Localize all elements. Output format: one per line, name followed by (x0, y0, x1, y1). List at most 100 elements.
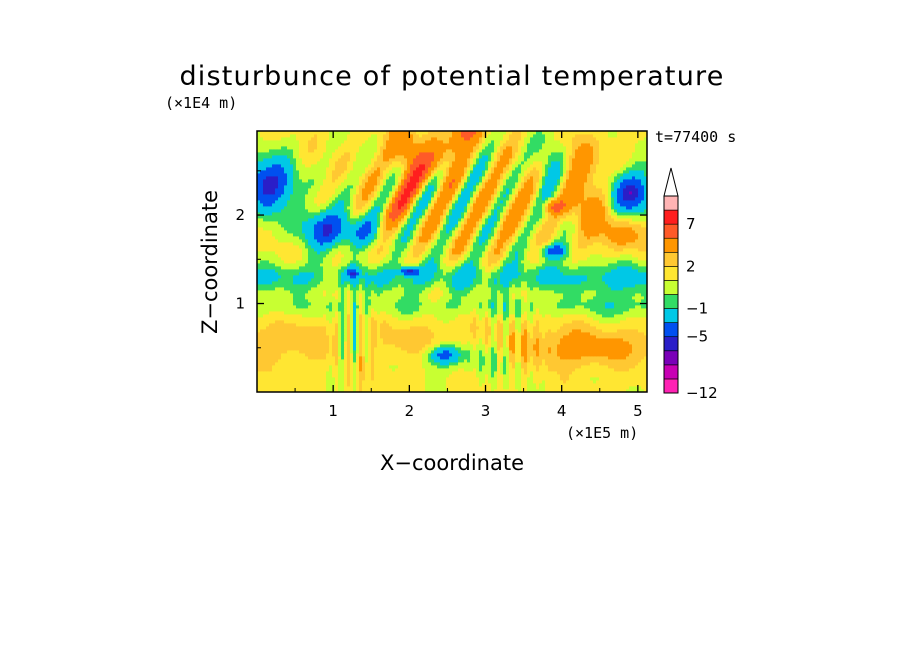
heatmap-cell (524, 353, 528, 357)
heatmap-cell (368, 386, 372, 390)
heatmap-cell (278, 356, 282, 360)
heatmap-cell (617, 296, 621, 300)
heatmap-cell (644, 320, 647, 324)
heatmap-cell (623, 293, 627, 297)
heatmap-cell (386, 299, 390, 303)
heatmap-cell (635, 293, 639, 297)
heatmap-cell (608, 374, 612, 378)
heatmap-cell (392, 344, 396, 348)
heatmap-cell (557, 389, 561, 392)
heatmap-cell (257, 362, 261, 366)
heatmap-cell (452, 368, 456, 372)
heatmap-cell (353, 371, 357, 375)
heatmap-cell (641, 332, 645, 336)
heatmap-cell (539, 311, 543, 315)
heatmap-cell (560, 365, 564, 369)
heatmap-cell (545, 302, 549, 306)
heatmap-cell (434, 335, 438, 339)
heatmap-cell (293, 314, 297, 318)
heatmap-cell (377, 371, 381, 375)
heatmap-cell (350, 317, 354, 321)
heatmap-cell (554, 296, 558, 300)
heatmap-cell (629, 326, 633, 330)
heatmap-cell (500, 359, 504, 363)
heatmap-cell (278, 371, 282, 375)
heatmap-cell (392, 353, 396, 357)
heatmap-cell (299, 308, 303, 312)
heatmap-cell (332, 338, 336, 342)
heatmap-cell (320, 287, 324, 291)
heatmap-cell (632, 386, 636, 390)
heatmap-cell (572, 278, 576, 282)
heatmap-cell (470, 326, 474, 330)
heatmap-cell (461, 341, 465, 345)
heatmap-cell (272, 350, 276, 354)
heatmap-cell (578, 308, 582, 312)
heatmap-cell (353, 314, 357, 318)
heatmap-cell (533, 350, 537, 354)
heatmap-cell (389, 374, 393, 378)
heatmap-cell (617, 338, 621, 342)
heatmap-cell (305, 350, 309, 354)
heatmap-cell (638, 296, 642, 300)
heatmap-cell (503, 299, 507, 303)
heatmap-cell (308, 305, 312, 309)
heatmap-cell (452, 350, 456, 354)
heatmap-cell (641, 368, 645, 372)
heatmap-cell (629, 299, 633, 303)
heatmap-cell (590, 287, 594, 291)
heatmap-cell (392, 275, 396, 279)
heatmap-cell (389, 305, 393, 309)
heatmap-cell (464, 383, 468, 387)
heatmap-cell (587, 371, 591, 375)
heatmap-cell (476, 290, 480, 294)
heatmap-cell (269, 296, 273, 300)
heatmap-cell (581, 383, 585, 387)
heatmap-cell (317, 284, 321, 288)
heatmap-cell (398, 296, 402, 300)
heatmap-cell (566, 293, 570, 297)
heatmap-cell (626, 284, 630, 288)
heatmap-cell (488, 314, 492, 318)
heatmap-cell (554, 341, 558, 345)
heatmap-cell (443, 299, 447, 303)
heatmap-cell (596, 326, 600, 330)
heatmap-cell (536, 368, 540, 372)
heatmap-cell (569, 311, 573, 315)
heatmap-cell (545, 326, 549, 330)
heatmap-cell (500, 326, 504, 330)
heatmap-cell (275, 332, 279, 336)
heatmap-cell (347, 278, 351, 282)
heatmap-cell (482, 308, 486, 312)
heatmap-cell (452, 308, 456, 312)
heatmap-cell (440, 374, 444, 378)
heatmap-cell (275, 377, 279, 381)
heatmap-cell (410, 281, 414, 285)
heatmap-cell (287, 389, 291, 392)
heatmap-cell (299, 353, 303, 357)
heatmap-cell (410, 287, 414, 291)
heatmap-cell (461, 389, 465, 392)
heatmap-cell (623, 326, 627, 330)
heatmap-cell (311, 365, 315, 369)
heatmap-cell (485, 305, 489, 309)
heatmap-cell (512, 353, 516, 357)
heatmap-cell (326, 314, 330, 318)
heatmap-cell (269, 350, 273, 354)
heatmap-cell (398, 329, 402, 333)
heatmap-cell (377, 320, 381, 324)
heatmap-cell (278, 281, 282, 285)
heatmap-cell (365, 386, 369, 390)
heatmap-cell (314, 338, 318, 342)
heatmap-cell (533, 338, 537, 342)
heatmap-cell (584, 341, 588, 345)
heatmap-cell (458, 380, 462, 384)
heatmap-cell (590, 383, 594, 387)
heatmap-cell (518, 380, 522, 384)
heatmap-cell (491, 290, 495, 294)
heatmap-cell (260, 314, 264, 318)
heatmap-cell (503, 281, 507, 285)
heatmap-cell (302, 275, 306, 279)
heatmap-cell (365, 353, 369, 357)
heatmap-cell (554, 368, 558, 372)
